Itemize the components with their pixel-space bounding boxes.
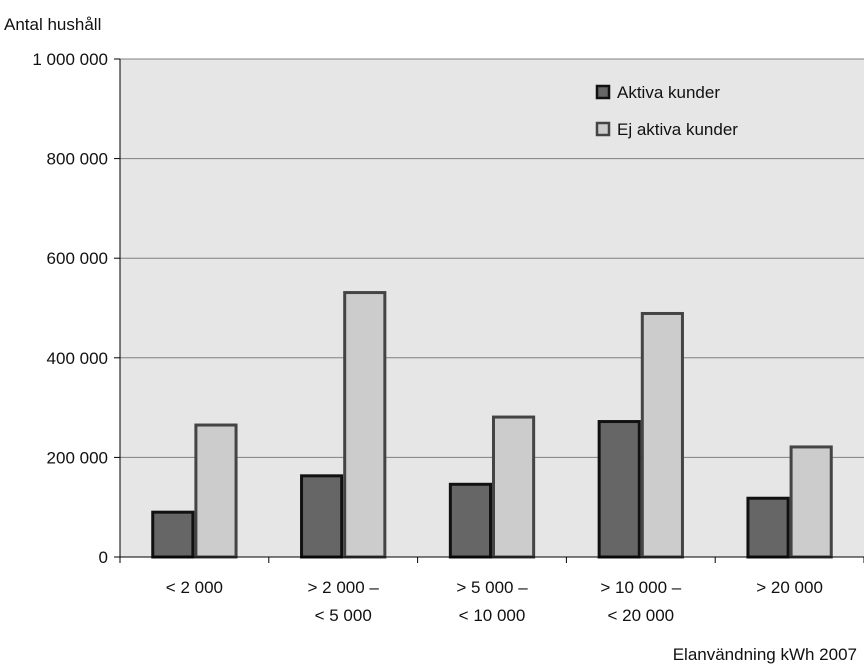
bar xyxy=(746,496,790,559)
gridlines xyxy=(120,58,864,458)
category-label-line: > 10 000 – xyxy=(600,578,681,597)
legend-item: Aktiva kunder xyxy=(595,83,720,102)
category-label: > 20 000 xyxy=(756,578,823,597)
bar xyxy=(343,291,387,559)
bar xyxy=(300,474,344,559)
bar xyxy=(492,415,536,559)
legend-label: Ej aktiva kunder xyxy=(617,120,738,139)
legend: Aktiva kunder Ej aktiva kunder xyxy=(595,83,738,139)
x-axis-ticks: < 2 000 > 2 000 – < 5 000 > 5 000 – < 10 000… xyxy=(119,557,864,625)
category-label: < 2 000 xyxy=(166,578,223,597)
category-label-line: > 2 000 – xyxy=(308,578,380,597)
y-tick-label: 600 000 xyxy=(47,249,108,268)
bars xyxy=(151,291,833,559)
bar xyxy=(789,445,833,559)
legend-label: Aktiva kunder xyxy=(617,83,720,102)
category-label: > 2 000 – < 5 000 xyxy=(308,578,380,625)
category-label-line: > 20 000 xyxy=(756,578,823,597)
y-tick-label: 400 000 xyxy=(47,349,108,368)
bar xyxy=(151,510,195,559)
category-label-line: > 5 000 – xyxy=(456,578,528,597)
bar xyxy=(194,423,238,559)
legend-swatch xyxy=(595,121,611,137)
y-tick-label: 0 xyxy=(99,548,108,567)
y-axis-label: Antal hushåll xyxy=(4,15,101,34)
bar xyxy=(448,482,492,559)
legend-item: Ej aktiva kunder xyxy=(595,120,738,139)
y-axis-ticks: 0 200 000 400 000 600 000 800 000 1 000 000 xyxy=(32,50,120,567)
category-label-line: < 2 000 xyxy=(166,578,223,597)
bar xyxy=(597,420,641,559)
x-axis-label: Elanvändning kWh 2007 xyxy=(673,645,857,664)
legend-swatch xyxy=(595,84,611,100)
y-tick-label: 1 000 000 xyxy=(32,50,108,69)
category-label-line: < 5 000 xyxy=(315,606,372,625)
bar xyxy=(640,311,684,559)
category-label: > 5 000 – < 10 000 xyxy=(456,578,528,625)
y-tick-label: 800 000 xyxy=(47,150,108,169)
category-label-line: < 20 000 xyxy=(607,606,674,625)
series-aktiva-kunder xyxy=(151,420,790,559)
category-label-line: < 10 000 xyxy=(459,606,526,625)
category-label: > 10 000 – < 20 000 xyxy=(600,578,681,625)
y-tick-label: 200 000 xyxy=(47,448,108,467)
